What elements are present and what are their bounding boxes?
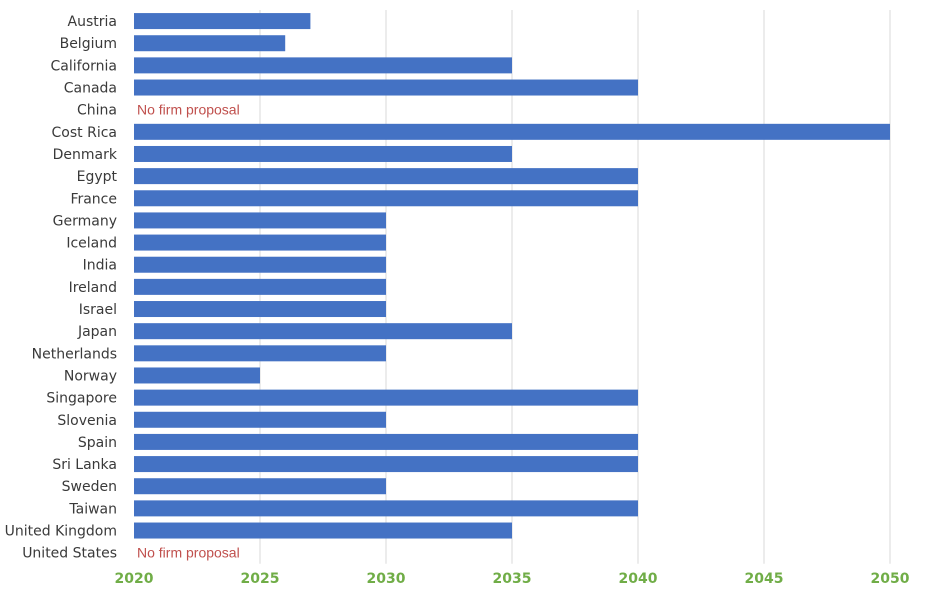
category-label-norway: Norway bbox=[64, 368, 117, 384]
category-label-denmark: Denmark bbox=[53, 147, 118, 163]
x-tick-label-2035: 2035 bbox=[493, 571, 532, 587]
bars bbox=[134, 13, 890, 539]
x-tick-label-2030: 2030 bbox=[367, 571, 406, 587]
bar-denmark bbox=[134, 145, 512, 162]
bar-singapore bbox=[134, 389, 638, 406]
category-label-united-states: United States bbox=[22, 546, 117, 562]
category-label-canada: Canada bbox=[64, 81, 117, 97]
category-label-sweden: Sweden bbox=[62, 479, 117, 495]
bar-india bbox=[134, 256, 386, 273]
category-label-france: France bbox=[70, 191, 117, 207]
category-label-netherlands: Netherlands bbox=[32, 346, 117, 362]
category-label-sri-lanka: Sri Lanka bbox=[52, 457, 117, 473]
bar-sri-lanka bbox=[134, 456, 638, 473]
category-label-israel: Israel bbox=[79, 302, 117, 318]
category-label-austria: Austria bbox=[68, 14, 117, 30]
bar-egypt bbox=[134, 168, 638, 185]
notes: No firm proposal No firm proposal bbox=[137, 102, 240, 561]
bar-norway bbox=[134, 367, 260, 384]
x-tick-label-2040: 2040 bbox=[619, 571, 658, 587]
x-tick-label-2045: 2045 bbox=[745, 571, 784, 587]
bar-slovenia bbox=[134, 411, 386, 428]
note-united-states: No firm proposal bbox=[137, 545, 240, 561]
bar-belgium bbox=[134, 35, 286, 52]
category-label-germany: Germany bbox=[53, 213, 117, 229]
bar-united-kingdom bbox=[134, 522, 512, 539]
category-label-ireland: Ireland bbox=[69, 280, 117, 296]
x-tick-label-2025: 2025 bbox=[241, 571, 280, 587]
x-tick-label-2020: 2020 bbox=[115, 571, 154, 587]
bar-ireland bbox=[134, 278, 386, 295]
category-label-taiwan: Taiwan bbox=[68, 501, 117, 517]
category-label-japan: Japan bbox=[77, 324, 117, 340]
x-axis-ticks: 2020 2025 2030 2035 2040 2045 2050 bbox=[115, 571, 910, 587]
x-tick-label-2050: 2050 bbox=[871, 571, 910, 587]
bar-cost-rica bbox=[134, 123, 890, 140]
category-label-singapore: Singapore bbox=[46, 391, 117, 407]
category-label-spain: Spain bbox=[78, 435, 117, 451]
bar-canada bbox=[134, 79, 638, 96]
bar-austria bbox=[134, 13, 311, 30]
category-label-india: India bbox=[83, 258, 117, 274]
note-china: No firm proposal bbox=[137, 102, 240, 118]
category-label-united-kingdom: United Kingdom bbox=[5, 524, 117, 540]
bar-israel bbox=[134, 301, 386, 318]
category-label-iceland: Iceland bbox=[66, 236, 117, 252]
bar-california bbox=[134, 57, 512, 74]
category-label-belgium: Belgium bbox=[60, 36, 117, 52]
bar-sweden bbox=[134, 478, 386, 495]
bar-spain bbox=[134, 433, 638, 450]
category-label-california: California bbox=[51, 58, 117, 74]
bar-iceland bbox=[134, 234, 386, 251]
category-label-egypt: Egypt bbox=[77, 169, 118, 185]
bar-japan bbox=[134, 323, 512, 340]
bar-netherlands bbox=[134, 345, 386, 362]
bar-germany bbox=[134, 212, 386, 229]
bar-taiwan bbox=[134, 500, 638, 517]
category-label-china: China bbox=[77, 103, 117, 119]
category-label-cost-rica: Cost Rica bbox=[52, 125, 117, 141]
category-labels: Austria Belgium California Canada China Cost … bbox=[5, 14, 118, 562]
bar-france bbox=[134, 190, 638, 207]
category-label-slovenia: Slovenia bbox=[57, 413, 117, 429]
